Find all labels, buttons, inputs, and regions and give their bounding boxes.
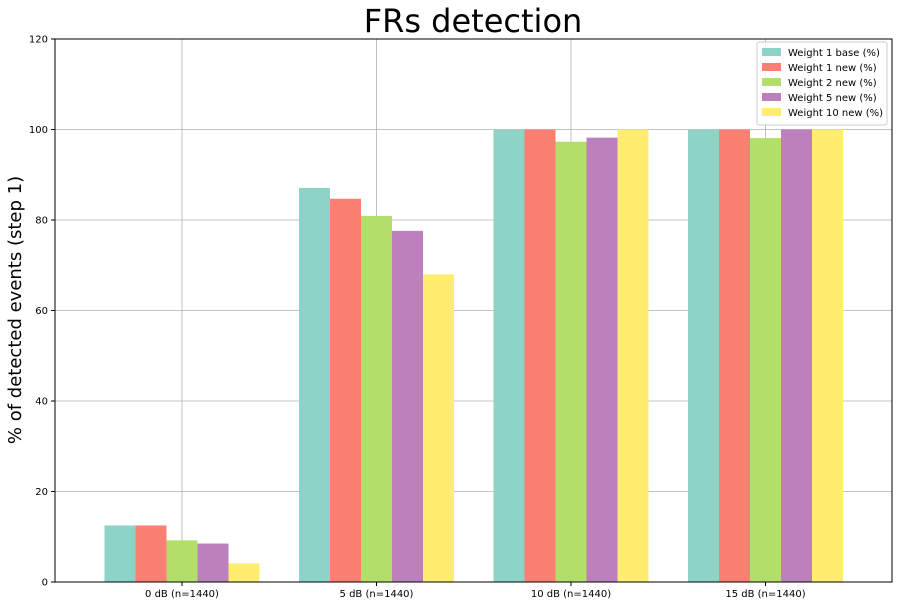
bar [524,129,556,582]
y-axis-label: % of detected events (step 1) [5,176,26,444]
bar [299,187,330,582]
legend-label: Weight 2 new (%) [788,78,877,89]
bar [719,129,750,582]
x-tick-label: 15 dB (n=1440) [725,589,805,600]
x-tick-label: 5 dB (n=1440) [340,589,414,600]
bar [135,525,167,582]
bar [423,274,454,582]
y-tick-label: 80 [35,216,48,227]
bar [330,198,361,583]
legend-label: Weight 1 new (%) [788,63,877,74]
legend-box [756,41,888,126]
legend-label: Weight 5 new (%) [788,93,877,104]
bar [812,129,843,582]
legend-swatch [762,93,781,101]
bar [688,129,719,582]
y-axis-ticks: 0 20 40 60 80 100 120 [29,35,55,589]
legend: Weight 1 base (%) Weight 1 new (%) Weight … [756,41,888,126]
bar [781,129,812,582]
bar [104,525,136,582]
legend-swatch [762,108,781,116]
x-tick-label: 10 dB (n=1440) [531,589,611,600]
bars [104,129,843,583]
bar [617,129,649,582]
y-tick-label: 40 [35,397,48,408]
bar [750,138,781,582]
legend-swatch [762,48,781,56]
legend-label: Weight 10 new (%) [788,108,883,119]
bar [166,540,198,582]
y-tick-label: 60 [35,306,48,317]
bar [228,563,260,582]
bar [197,543,229,582]
chart-title: FRs detection [364,2,583,40]
legend-swatch [762,78,781,86]
y-tick-label: 100 [29,125,48,136]
legend-swatch [762,63,781,71]
y-tick-label: 0 [42,578,48,589]
legend-label: Weight 1 base (%) [788,48,880,59]
x-axis-ticks: 0 dB (n=1440) 5 dB (n=1440) 10 dB (n=1440)… [145,582,806,600]
bar [493,129,525,582]
y-tick-label: 120 [29,35,48,46]
bar [586,137,618,582]
bar [361,215,392,583]
bar [555,141,587,582]
bar [392,230,423,583]
x-tick-label: 0 dB (n=1440) [145,589,219,600]
y-tick-label: 20 [35,487,48,498]
